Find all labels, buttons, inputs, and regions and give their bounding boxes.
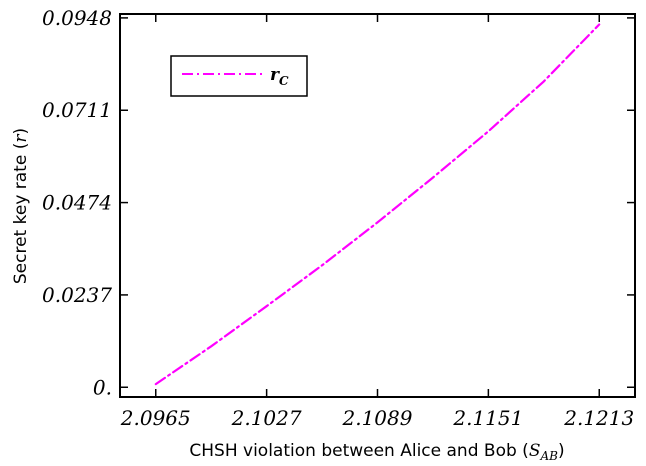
y-tick-label: 0.0237 [42, 283, 112, 307]
legend-label: rC [270, 65, 289, 88]
legend-label-main: r [270, 65, 280, 85]
x-axis-ticks: 2.0965 2.1027 2.1089 2.1151 2.1213 [120, 14, 634, 430]
x-tick-label: 2.1089 [342, 406, 413, 430]
y-tick-label: 0.0474 [42, 191, 112, 215]
y-axis-label: Secret key rate (r) [11, 128, 31, 284]
x-axis-label-text: CHSH violation between Alice and Bob [189, 441, 516, 461]
x-axis-symbol-sub: AB [539, 449, 558, 463]
legend-box [170, 55, 308, 97]
x-axis-symbol: S [529, 441, 541, 461]
y-tick-label: 0. [93, 375, 112, 399]
series-layer [154, 23, 601, 386]
x-tick-label: 2.0965 [120, 406, 191, 430]
y-tick-label: 0.0948 [42, 6, 112, 30]
legend: rC [170, 55, 308, 97]
y-axis-ticks: 0. 0.0237 0.0474 0.0711 0.0948 [42, 6, 635, 399]
series-line-rc [154, 23, 601, 386]
legend-label-sub: C [279, 74, 289, 88]
y-axis-symbol: r [11, 134, 31, 143]
x-tick-label: 2.1027 [231, 406, 302, 430]
x-tick-label: 2.1213 [563, 406, 634, 430]
y-tick-label: 0.0711 [42, 98, 112, 122]
x-axis-label: CHSH violation between Alice and Bob (SA… [189, 441, 564, 463]
x-tick-label: 2.1151 [452, 406, 523, 430]
y-axis-label-text: Secret key rate [11, 155, 31, 284]
